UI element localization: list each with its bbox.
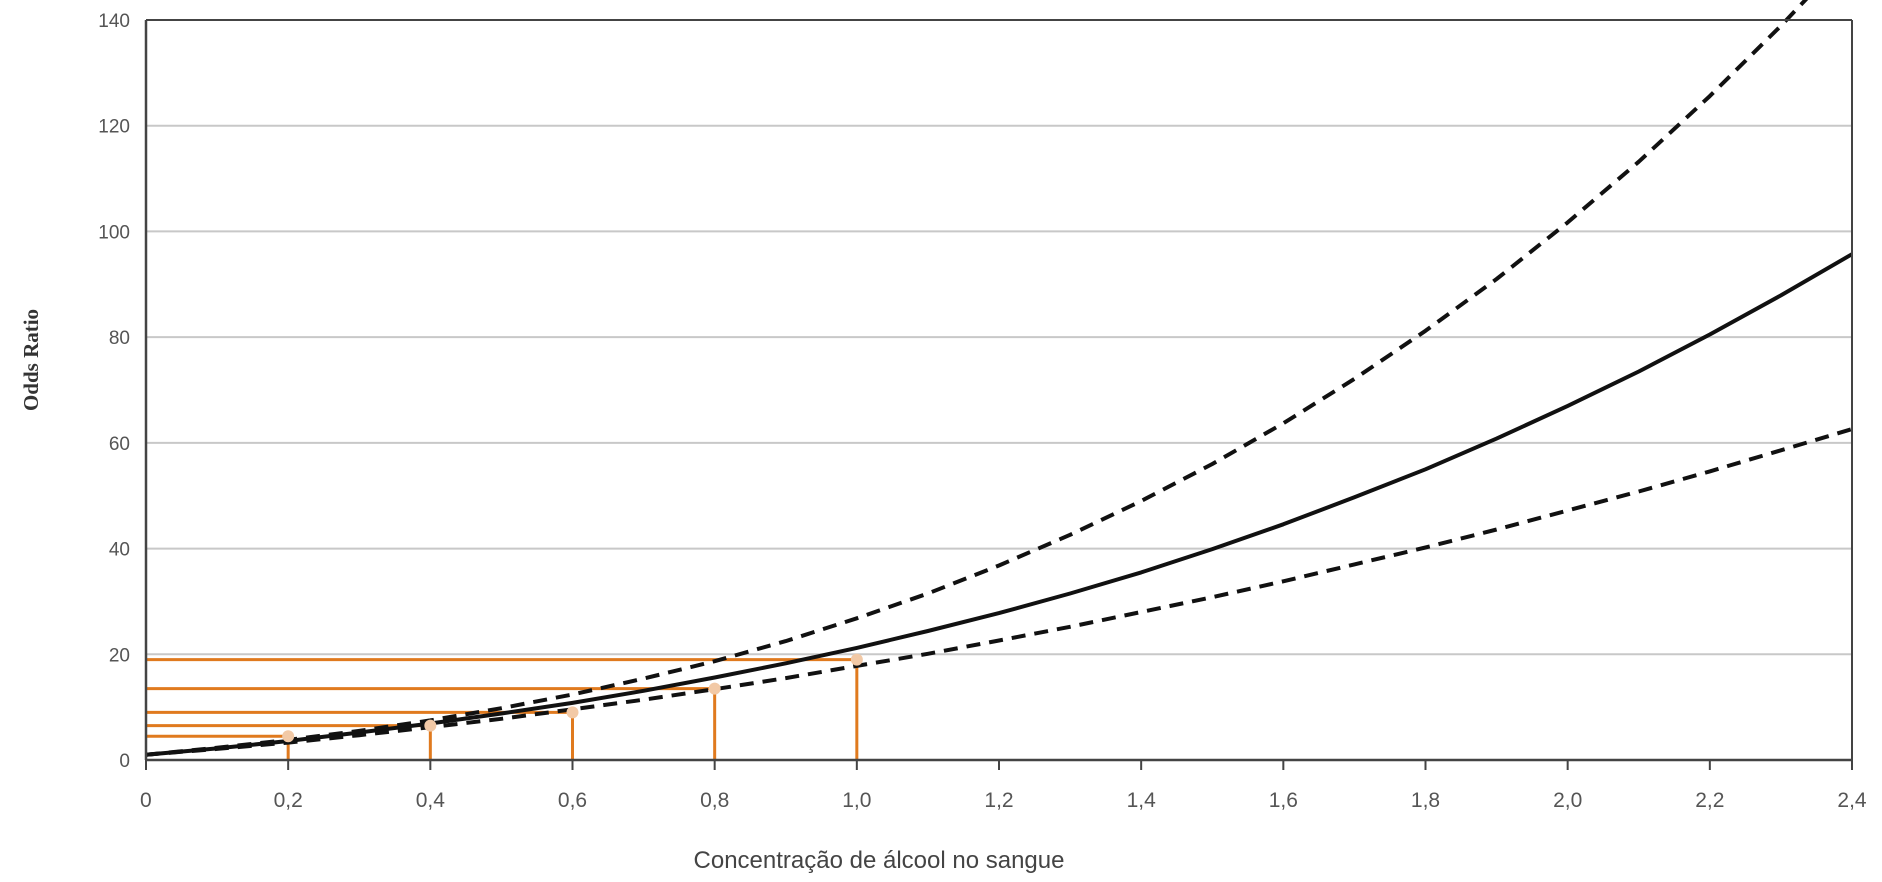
x-tick-label-1,2: 1,2 <box>984 789 1013 812</box>
y-tick-label-40: 40 <box>109 540 130 561</box>
y-tick-label-120: 120 <box>98 117 130 138</box>
marker-point-3 <box>566 706 579 719</box>
marker-point-2 <box>424 719 437 732</box>
x-tick-label-0,8: 0,8 <box>700 789 729 812</box>
x-axis-label: Concentração de álcool no sangue <box>694 847 1065 874</box>
marker-point-1 <box>282 730 295 743</box>
series-group <box>145 0 1854 757</box>
x-tick-label-1,0: 1,0 <box>842 789 871 812</box>
x-tick-label-2,4: 2,4 <box>1837 789 1867 812</box>
x-tick-label-1,8: 1,8 <box>1411 789 1440 812</box>
x-tick-label-0: 0 <box>140 789 152 812</box>
x-tick-label-0,4: 0,4 <box>416 789 446 812</box>
y-tick-label-60: 60 <box>109 434 130 455</box>
y-axis-label: Odds Ratio <box>19 309 43 411</box>
y-tick-label-20: 20 <box>109 645 130 666</box>
x-tick-label-0,6: 0,6 <box>558 789 587 812</box>
y-tick-label-0: 0 <box>119 751 130 772</box>
y-tick-label-100: 100 <box>98 222 130 243</box>
series-line-3-dashed <box>145 427 1853 757</box>
marker-points <box>282 653 863 743</box>
x-tick-label-2,2: 2,2 <box>1695 789 1724 812</box>
y-tick-labels: 0 20 40 60 80 100 120 140 <box>98 11 130 772</box>
x-tick-label-1,4: 1,4 <box>1127 789 1157 812</box>
marker-point-5 <box>850 653 863 666</box>
axes <box>144 19 1853 770</box>
x-tick-label-1,6: 1,6 <box>1269 789 1298 812</box>
x-tick-label-2,0: 2,0 <box>1553 789 1582 812</box>
y-tick-label-80: 80 <box>109 328 130 349</box>
y-tick-label-140: 140 <box>98 11 130 32</box>
x-tick-labels: 0 0,2 0,4 0,6 0,8 1,0 1,2 1,4 1,6 1,8 2,0 2,2 2,4 <box>140 789 1867 812</box>
x-tick-label-0,2: 0,2 <box>274 789 303 812</box>
marker-point-4 <box>708 682 721 695</box>
grid-lines <box>146 19 1852 656</box>
